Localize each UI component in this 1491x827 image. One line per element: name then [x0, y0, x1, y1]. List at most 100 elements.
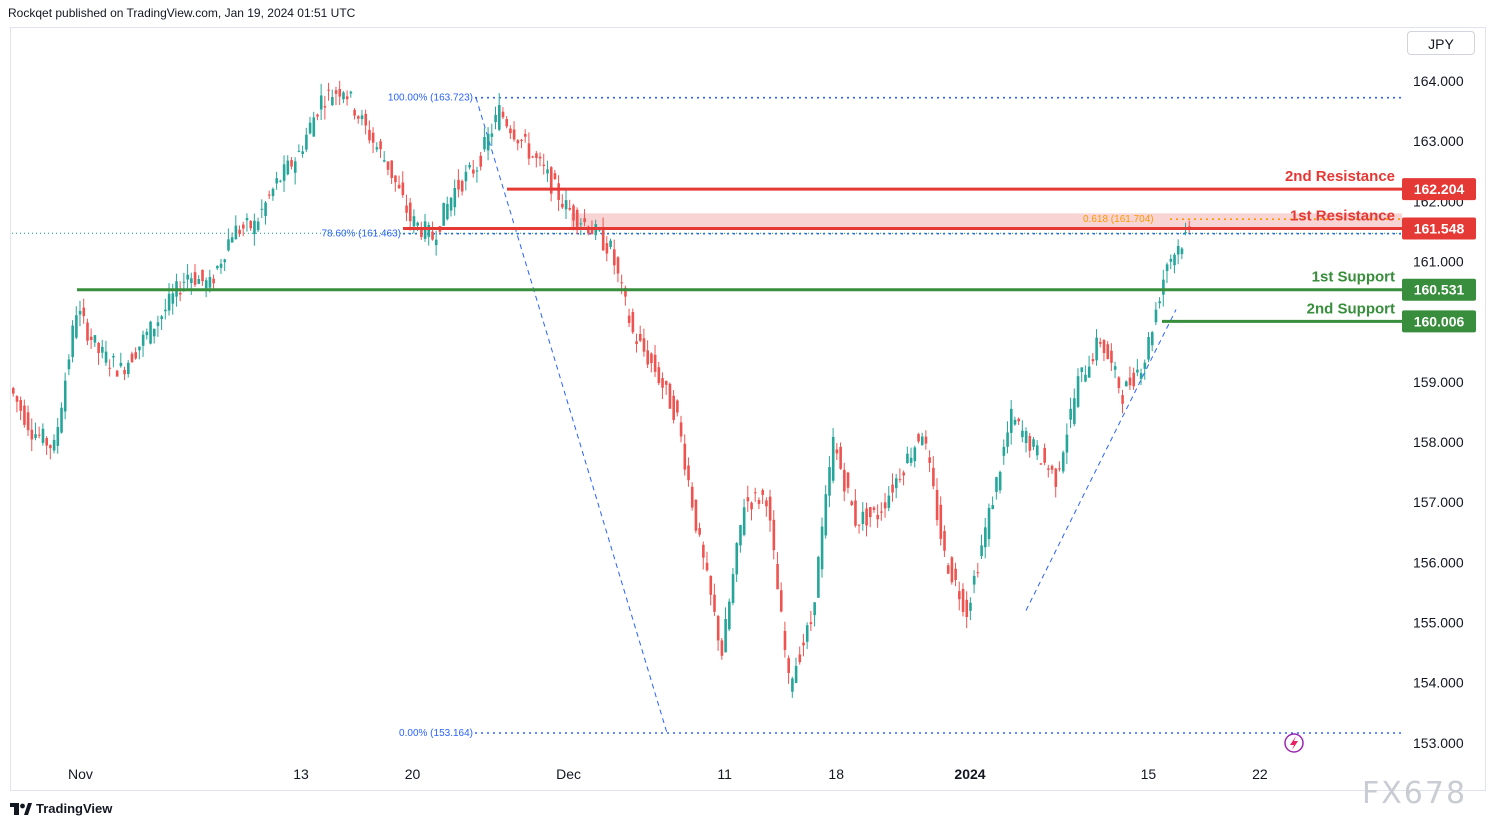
candle-body	[520, 139, 523, 141]
candle-body	[1032, 439, 1035, 447]
currency-selector[interactable]: JPY	[1407, 31, 1475, 55]
candle-body	[15, 396, 19, 402]
candle-body	[958, 591, 961, 600]
candle-body	[342, 92, 345, 100]
candle-body	[664, 380, 668, 385]
candle-body	[1021, 430, 1024, 438]
candle-body	[145, 331, 149, 336]
candle-body	[987, 507, 991, 540]
candle-body	[587, 226, 590, 234]
candle-body	[264, 202, 267, 217]
candle-body	[869, 507, 872, 518]
candle-body	[123, 369, 126, 375]
level-label: 2nd Resistance	[1285, 168, 1395, 185]
candle-body	[605, 243, 609, 254]
level-label: 1st Support	[1312, 269, 1395, 286]
candle-body	[861, 511, 865, 525]
candle-body	[301, 151, 304, 154]
candle-body	[78, 311, 82, 315]
candle-body	[383, 160, 386, 162]
candle-body	[60, 407, 63, 433]
tradingview-logo[interactable]: TradingView	[10, 801, 112, 816]
candle-body	[969, 602, 972, 611]
candle-body	[616, 257, 620, 274]
candle-body	[420, 227, 423, 238]
lightning-icon-ring	[1284, 733, 1304, 753]
candle-body	[453, 187, 457, 208]
candle-body	[894, 478, 898, 489]
candle-body	[256, 221, 260, 231]
chart-frame[interactable]	[10, 27, 1486, 791]
candle-body	[657, 367, 661, 384]
candle-body	[798, 654, 802, 663]
x-axis: Nov 13 20 Dec 11 18 2024 15 22	[68, 766, 1268, 782]
candle-body	[865, 508, 868, 526]
candle-body	[253, 220, 256, 235]
candle-body	[590, 227, 594, 235]
x-tick-label: 13	[293, 766, 309, 782]
candle-body	[1139, 373, 1143, 379]
candle-body	[86, 322, 89, 341]
candle-body	[119, 362, 123, 367]
candle-body	[1154, 309, 1158, 323]
publisher-header: Rockqet published on TradingView.com, Ja…	[8, 6, 356, 20]
candle-body	[460, 180, 464, 192]
y-tick-label: 159.000	[1413, 374, 1464, 390]
candle-body	[238, 229, 241, 235]
candle-body	[946, 565, 950, 574]
candle-body	[579, 223, 583, 225]
candle-body	[49, 445, 52, 449]
candle-body	[831, 436, 835, 481]
candle-body	[82, 307, 86, 317]
candle-body	[190, 278, 193, 283]
candle-body	[713, 594, 716, 612]
candle-body	[104, 351, 108, 363]
candle-body	[1158, 301, 1161, 304]
candle-body	[538, 156, 542, 159]
candle-body	[56, 427, 60, 446]
candle-body	[282, 164, 286, 181]
candle-body	[216, 266, 219, 269]
candle-body	[794, 666, 798, 683]
fib-label: 0.00% (153.164)	[399, 728, 473, 739]
candle-body	[531, 156, 534, 158]
candle-body	[980, 545, 983, 557]
candle-body	[323, 106, 327, 108]
candle-body	[1106, 344, 1110, 360]
candle-body	[891, 484, 894, 493]
candle-body	[1006, 432, 1009, 447]
candle-body	[857, 524, 861, 526]
candle-body	[431, 231, 434, 240]
candle-body	[653, 354, 657, 372]
candle-body	[416, 222, 419, 226]
candles	[12, 80, 1191, 698]
candle-body	[1061, 452, 1065, 472]
candle-body	[97, 342, 100, 354]
candle-body	[1102, 339, 1106, 354]
candle-body	[249, 221, 253, 229]
candle-body	[935, 490, 939, 521]
candle-body	[394, 175, 397, 183]
candle-body	[156, 322, 160, 326]
candle-body	[204, 280, 208, 289]
candle-body	[843, 469, 846, 492]
candle-body	[405, 205, 408, 213]
fib-retracement-diagonal	[475, 97, 668, 734]
candle-body	[735, 543, 739, 575]
candle-body	[312, 117, 316, 137]
candle-body	[876, 514, 880, 520]
candle-body	[468, 164, 471, 168]
candle-body	[535, 153, 538, 158]
candle-body	[201, 269, 204, 282]
candle-body	[449, 197, 453, 211]
candle-body	[906, 453, 909, 464]
candle-body	[1076, 376, 1080, 407]
candle-body	[197, 278, 201, 284]
x-tick-label: 20	[405, 766, 421, 782]
candle-body	[783, 630, 787, 650]
candle-body	[809, 622, 813, 625]
x-tick-label: 15	[1141, 766, 1157, 782]
candle-body	[920, 436, 924, 446]
candle-body	[182, 281, 186, 283]
